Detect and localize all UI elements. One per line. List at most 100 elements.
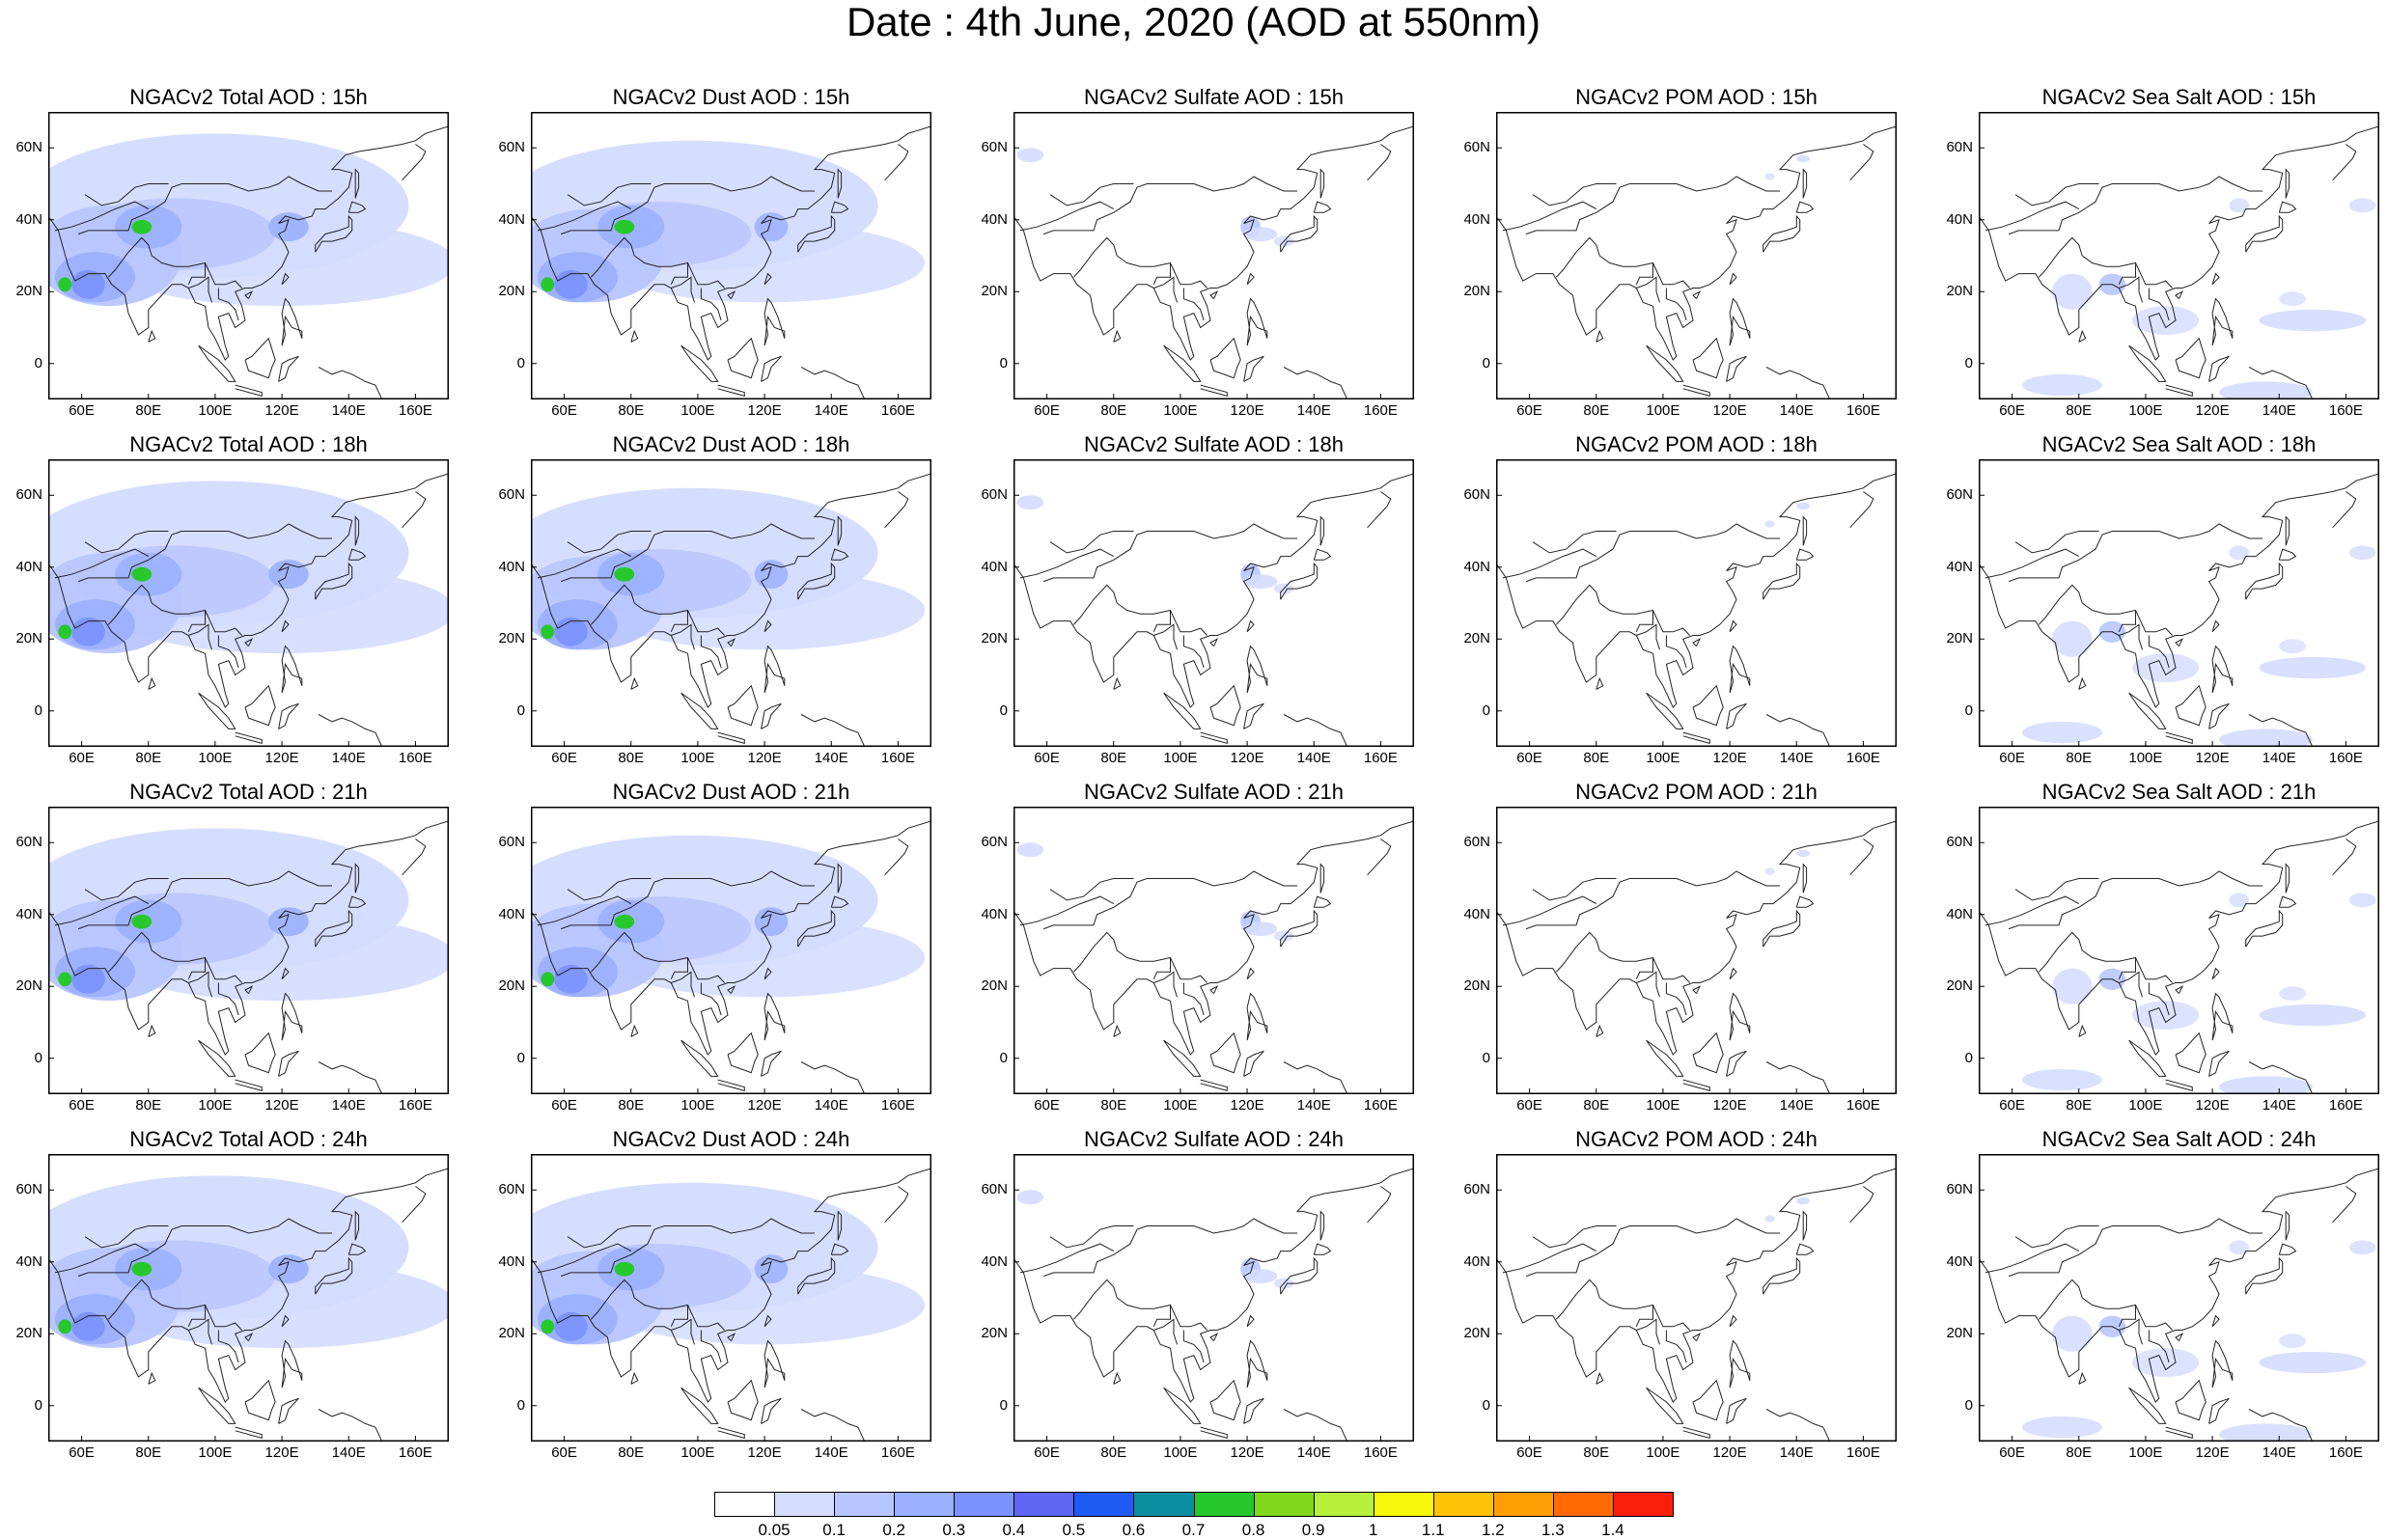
coastline (2128, 344, 2167, 382)
coastline (1596, 676, 1604, 690)
aod-field-strong (554, 269, 588, 299)
coastline (2038, 584, 2136, 633)
coastline (77, 870, 332, 930)
coastline (800, 714, 866, 747)
coastline (1496, 125, 1897, 361)
x-tick-label: 100E (2128, 402, 2163, 419)
colorbar-label: 0.3 (942, 1521, 966, 1539)
y-tick-label: 0 (34, 1049, 42, 1066)
aod-field-hot (541, 972, 555, 987)
coastline (1502, 201, 1597, 232)
colorbar-label: 0.5 (1062, 1521, 1086, 1539)
y-tick-label: 60N (1946, 834, 1973, 851)
y-tick-label: 20N (498, 977, 525, 995)
colorbar-swatch (1133, 1492, 1195, 1517)
panel-title: NGACv2 Total AOD : 24h (129, 1127, 368, 1151)
coastline (1765, 367, 1831, 399)
coastline (884, 1186, 909, 1224)
coastline (1795, 1243, 1815, 1255)
coastline (1555, 1279, 1653, 1328)
coastline (354, 168, 360, 199)
coastline (1652, 610, 1690, 636)
x-tick-label: 100E (198, 402, 233, 419)
coastline (1762, 214, 1801, 253)
map-frame (48, 1154, 449, 1442)
coastline (1113, 676, 1122, 690)
coastline (244, 1031, 276, 1074)
coastline (700, 635, 722, 669)
map-frame (48, 112, 449, 399)
coastline (84, 183, 169, 206)
coastline (235, 1426, 263, 1439)
coastline (1042, 523, 1297, 583)
coastline (77, 1218, 332, 1278)
coastline (347, 1243, 367, 1255)
coastline (1729, 297, 1751, 346)
coastline (560, 870, 815, 930)
coastline (1246, 1339, 1268, 1389)
x-tick-label: 140E (2262, 1097, 2296, 1114)
aod-field-light (2132, 1348, 2200, 1377)
coastline (2332, 1186, 2357, 1224)
x-tick-label: 60E (551, 1097, 577, 1114)
coastline (531, 473, 931, 708)
y-tick-label: 0 (1964, 1396, 1973, 1414)
coastline (1555, 236, 1653, 286)
coastline (2038, 236, 2136, 286)
aod-field-light (2132, 653, 2200, 682)
y-tick-label: 40N (1463, 1252, 1490, 1270)
map-frame (1013, 459, 1414, 747)
coastline (1762, 562, 1801, 600)
y-tick-label: 40N (1946, 210, 1973, 228)
coastline (560, 523, 815, 583)
coastline (205, 957, 242, 983)
coastline (1665, 982, 1687, 1016)
coastline (1729, 619, 1737, 633)
aod-field-hot (131, 219, 153, 234)
coastline (2208, 702, 2230, 729)
x-tick-label: 100E (1163, 402, 1198, 419)
coastline (763, 967, 772, 980)
coastline (837, 1210, 843, 1241)
coastline (1243, 1050, 1264, 1077)
y-tick-label: 20N (1463, 1325, 1490, 1342)
coastline (727, 1333, 736, 1342)
aod-field-light (2259, 656, 2367, 679)
x-tick-label: 120E (1230, 750, 1264, 766)
aod-map (48, 112, 449, 399)
coastline (354, 515, 360, 546)
coastline (281, 297, 303, 346)
coastline (2038, 1279, 2136, 1328)
coastline (1665, 1330, 1687, 1363)
y-tick-label: 0 (1482, 701, 1490, 719)
x-tick-label: 80E (1583, 1097, 1610, 1114)
aod-map (1013, 1154, 1414, 1442)
coastline (1762, 1256, 1801, 1295)
coastline (687, 957, 725, 983)
map-panel-pom-24h: NGACv2 POM AOD : 24h 60N 40N 20N 0 60E 80E 100E… (1448, 1127, 1930, 1479)
coastline (1246, 619, 1255, 633)
aod-map (1496, 807, 1897, 1094)
x-tick-label: 60E (1516, 750, 1542, 766)
coastline (1209, 1379, 1241, 1421)
aod-field-light (2052, 620, 2093, 657)
colorbar-swatch (1612, 1492, 1674, 1517)
map-frame (531, 112, 931, 399)
y-tick-label: 60N (1463, 834, 1490, 851)
x-tick-label: 140E (331, 1444, 366, 1461)
colorbar-swatch (1492, 1492, 1554, 1517)
coastline (1209, 1031, 1241, 1074)
coastline (318, 1061, 383, 1094)
y-tick-label: 60N (15, 1181, 42, 1198)
coastline (1313, 201, 1332, 213)
x-tick-label: 60E (551, 750, 577, 766)
aod-field-light (2229, 1240, 2250, 1255)
coastline (1209, 1333, 1219, 1342)
x-tick-label: 100E (1646, 1097, 1680, 1114)
aod-field-hot (131, 1261, 153, 1277)
coastline (1726, 702, 1747, 729)
coastline (1646, 1387, 1684, 1424)
coastline (278, 1050, 299, 1077)
y-tick-label: 20N (981, 977, 1008, 995)
y-tick-label: 60N (1946, 486, 1973, 504)
